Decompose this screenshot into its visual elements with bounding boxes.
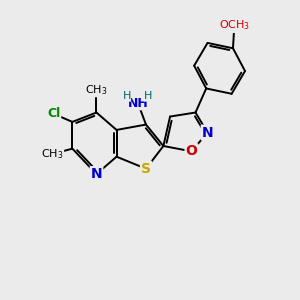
Text: CH$_3$: CH$_3$	[85, 83, 108, 97]
Text: S: S	[141, 162, 151, 176]
Text: OCH$_3$: OCH$_3$	[219, 19, 250, 32]
Text: Cl: Cl	[47, 107, 60, 120]
Text: NH: NH	[128, 97, 148, 110]
Text: N: N	[202, 126, 213, 140]
Text: N: N	[91, 167, 102, 181]
Text: O: O	[186, 144, 197, 158]
Text: H: H	[122, 92, 131, 101]
Text: CH$_3$: CH$_3$	[41, 147, 64, 161]
Text: H: H	[144, 92, 152, 101]
